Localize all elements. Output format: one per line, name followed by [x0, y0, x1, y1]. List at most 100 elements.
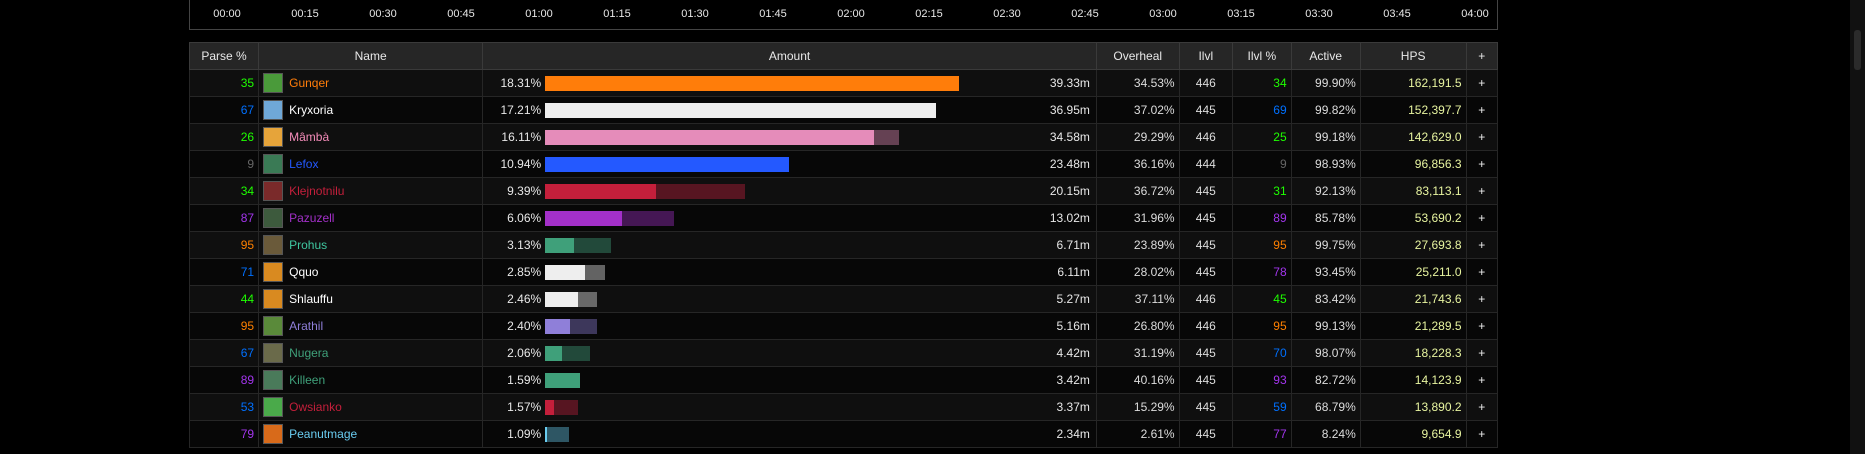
table-row[interactable]: 87 Pazuzell 6.06% 13.02m 31.96% 445 89 85.78% 53…: [188, 204, 1499, 232]
table-row[interactable]: 79 Peanutmage 1.09% 2.34m 2.61% 445 77 8.24% 9,6…: [188, 420, 1499, 448]
player-name-cell[interactable]: Arathil: [258, 312, 484, 340]
parse-percent: 95: [188, 312, 260, 340]
player-name-cell[interactable]: Killeen: [258, 366, 484, 394]
player-name-cell[interactable]: Peanutmage: [258, 420, 484, 448]
table-row[interactable]: 89 Killeen 1.59% 3.42m 40.16% 445 93 82.72% 14,1…: [188, 366, 1499, 394]
ilvl-percent: 95: [1232, 231, 1292, 259]
column-header-overheal[interactable]: Overheal: [1095, 42, 1180, 70]
amount-percent: 2.46%: [507, 292, 542, 306]
expand-row-button[interactable]: +: [1465, 96, 1499, 124]
column-header-amount[interactable]: Amount: [482, 42, 1097, 70]
timeline-tick-label: 00:00: [213, 8, 241, 20]
overheal-value: 37.11%: [1095, 285, 1180, 313]
player-name[interactable]: Killeen: [289, 373, 326, 387]
player-name-cell[interactable]: Kryxoria: [258, 96, 484, 124]
hps-value: 162,191.5: [1359, 69, 1467, 97]
amount-cell: 2.85% 6.11m: [482, 258, 1097, 286]
player-name-cell[interactable]: Mâmbà: [258, 123, 484, 151]
overheal-value: 36.72%: [1095, 177, 1180, 205]
table-row[interactable]: 53 Owsianko 1.57% 3.37m 15.29% 445 59 68.79% 13,…: [188, 393, 1499, 421]
expand-row-button[interactable]: +: [1465, 285, 1499, 313]
expand-row-button[interactable]: +: [1465, 150, 1499, 178]
scrollbar[interactable]: [1850, 0, 1865, 454]
player-name-cell[interactable]: Lefox: [258, 150, 484, 178]
expand-row-button[interactable]: +: [1465, 69, 1499, 97]
expand-row-button[interactable]: +: [1465, 204, 1499, 232]
player-name-cell[interactable]: Nugera: [258, 339, 484, 367]
player-name[interactable]: Qquo: [289, 265, 319, 279]
table-row[interactable]: 67 Nugera 2.06% 4.42m 31.19% 445 70 98.07% 18,22…: [188, 339, 1499, 367]
expand-row-button[interactable]: +: [1465, 177, 1499, 205]
amount-total: 2.34m: [1056, 427, 1090, 441]
player-name-cell[interactable]: Pazuzell: [258, 204, 484, 232]
amount-percent: 17.21%: [500, 103, 542, 117]
healing-bar-fill: [545, 426, 548, 442]
column-header-ilvl-pct[interactable]: Ilvl %: [1232, 42, 1292, 70]
scrollbar-thumb[interactable]: [1854, 30, 1861, 70]
timeline-tick-label: 00:15: [291, 8, 319, 20]
player-name[interactable]: Shlauffu: [289, 292, 333, 306]
player-name-cell[interactable]: Owsianko: [258, 393, 484, 421]
ilvl-value: 445: [1178, 204, 1234, 232]
amount-total: 3.42m: [1056, 373, 1090, 387]
player-name-cell[interactable]: Prohus: [258, 231, 484, 259]
column-header-name[interactable]: Name: [258, 42, 484, 70]
expand-row-button[interactable]: +: [1465, 123, 1499, 151]
table-row[interactable]: 67 Kryxoria 17.21% 36.95m 37.02% 445 69 99.82% 1…: [188, 96, 1499, 124]
column-header-active[interactable]: Active: [1290, 42, 1361, 70]
player-name[interactable]: Peanutmage: [289, 427, 358, 441]
expand-row-button[interactable]: +: [1465, 258, 1499, 286]
amount-percent: 6.06%: [507, 211, 542, 225]
column-header-parse[interactable]: Parse %: [188, 42, 260, 70]
expand-row-button[interactable]: +: [1465, 339, 1499, 367]
table-row[interactable]: 71 Qquo 2.85% 6.11m 28.02% 445 78 93.45% 25,211.…: [188, 258, 1499, 286]
expand-row-button[interactable]: +: [1465, 312, 1499, 340]
amount-bar: [545, 102, 1005, 118]
expand-row-button[interactable]: +: [1465, 231, 1499, 259]
table-row[interactable]: 95 Arathil 2.40% 5.16m 26.80% 446 95 99.13% 21,2…: [188, 312, 1499, 340]
player-name[interactable]: Lefox: [289, 157, 319, 171]
player-name-cell[interactable]: Klejnotnilu: [258, 177, 484, 205]
player-name-cell[interactable]: Shlauffu: [258, 285, 484, 313]
player-name[interactable]: Kryxoria: [289, 103, 334, 117]
ilvl-percent: 34: [1232, 69, 1292, 97]
parse-percent: 26: [188, 123, 260, 151]
add-column-button[interactable]: +: [1465, 42, 1499, 70]
table-row[interactable]: 35 Gunqer 18.31% 39.33m 34.53% 446 34 99.90% 162…: [188, 69, 1499, 97]
table-row[interactable]: 34 Klejnotnilu 9.39% 20.15m 36.72% 445 31 92.13…: [188, 177, 1499, 205]
hps-value: 152,397.7: [1359, 96, 1467, 124]
player-name[interactable]: Klejnotnilu: [289, 184, 345, 198]
expand-row-button[interactable]: +: [1465, 420, 1499, 448]
player-name-cell[interactable]: Gunqer: [258, 69, 484, 97]
ilvl-percent: 31: [1232, 177, 1292, 205]
amount-total: 20.15m: [1049, 184, 1090, 198]
player-name[interactable]: Owsianko: [289, 400, 342, 414]
table-row[interactable]: 9 Lefox 10.94% 23.48m 36.16% 444 9 98.93% 96,856…: [188, 150, 1499, 178]
table-row[interactable]: 44 Shlauffu 2.46% 5.27m 37.11% 446 45 83.42% 21,…: [188, 285, 1499, 313]
table-row[interactable]: 26 Mâmbà 16.11% 34.58m 29.29% 446 25 99.18% 142,…: [188, 123, 1499, 151]
ilvl-value: 446: [1178, 285, 1234, 313]
healing-bar-fill: [545, 75, 960, 91]
player-name[interactable]: Mâmbà: [289, 130, 330, 144]
amount-bar: [545, 264, 1005, 280]
player-name[interactable]: Arathil: [289, 319, 324, 333]
column-header-ilvl[interactable]: Ilvl: [1178, 42, 1234, 70]
ilvl-percent: 93: [1232, 366, 1292, 394]
player-name[interactable]: Gunqer: [289, 76, 330, 90]
player-name-cell[interactable]: Qquo: [258, 258, 484, 286]
player-name[interactable]: Prohus: [289, 238, 328, 252]
player-name[interactable]: Nugera: [289, 346, 329, 360]
table-row[interactable]: 95 Prohus 3.13% 6.71m 23.89% 445 95 99.75% 27,69…: [188, 231, 1499, 259]
hps-value: 21,289.5: [1359, 312, 1467, 340]
parse-percent: 35: [188, 69, 260, 97]
amount-bar: [545, 156, 1005, 172]
expand-row-button[interactable]: +: [1465, 393, 1499, 421]
amount-total: 6.11m: [1057, 265, 1090, 279]
player-name[interactable]: Pazuzell: [289, 211, 335, 225]
expand-row-button[interactable]: +: [1465, 366, 1499, 394]
amount-percent: 3.13%: [507, 238, 542, 252]
overheal-bar-fill: [570, 318, 598, 334]
overheal-bar-fill: [656, 183, 746, 199]
column-header-hps[interactable]: HPS: [1359, 42, 1467, 70]
amount-bar: [545, 372, 1005, 388]
